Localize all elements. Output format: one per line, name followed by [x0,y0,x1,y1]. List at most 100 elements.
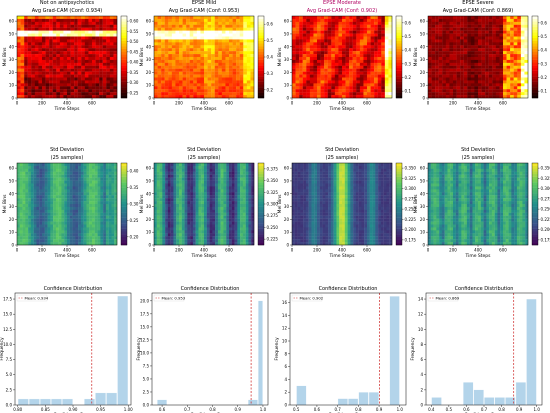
heatmap-cell [184,195,188,199]
heatmap-cell [106,45,111,49]
heatmap-cell [374,30,378,34]
heatmap-cell [370,86,375,90]
heatmap-cell [324,80,328,84]
heatmap-cell [99,59,103,64]
heatmap-cell [356,21,361,25]
heatmap-cell [49,80,53,84]
heatmap-cell [520,36,525,40]
heatmap-cell [103,183,107,187]
heatmap-cell [377,27,382,31]
heatmap-cell [467,62,472,66]
heatmap-cell [377,30,382,34]
heatmap-cell [81,65,86,69]
heatmap-cell [193,62,198,66]
heatmap-cell [193,86,198,90]
heatmap-cell [524,39,529,43]
heatmap-cell [74,45,78,49]
heatmap-cell [352,71,357,75]
heatmap-cell [349,57,353,61]
heatmap-cell [102,21,107,25]
heatmap-cell [431,54,436,58]
heatmap-cell [463,48,468,52]
heatmap-cell [80,183,84,187]
heatmap-cell [106,39,111,43]
heatmap-cell [232,18,237,23]
colorbar-cell [121,234,127,237]
heatmap-cell [334,74,339,78]
heatmap-cell [226,195,230,199]
heatmap-cell [445,42,450,46]
heatmap-cell [367,18,371,23]
y-tick-label: 20 [9,217,15,222]
colorbar-cell [258,37,264,41]
heatmap-cell [31,92,36,96]
heatmap-cell [28,174,32,178]
heatmap-cell [243,65,248,69]
heatmap-cell [215,201,219,205]
heatmap-cell [449,59,454,64]
heatmap-cell [236,57,240,61]
heatmap-cell [374,86,378,90]
heatmap-cell [299,71,303,75]
heatmap-cell [384,71,389,75]
heatmap-cell [75,209,79,213]
heatmap-cell [109,92,114,96]
heatmap-cell [374,24,378,28]
heatmap-cell [84,24,89,28]
heatmap-cell [182,33,187,37]
heatmap-cell [388,36,393,40]
colorbar-cell [396,65,402,69]
heatmap-cell [84,71,89,75]
heatmap-cell [250,24,255,28]
heatmap-cell [520,80,525,84]
heatmap-cell [204,163,207,167]
heatmap-cell [510,59,514,64]
heatmap-cell [239,45,244,49]
heatmap-cell [237,171,241,175]
heatmap-cell [30,221,34,225]
heatmap-cell [221,95,226,99]
heatmap-cell [317,68,321,72]
heatmap-cell [510,21,514,25]
heatmap-cell [17,71,21,75]
heatmap-cell [36,177,40,181]
heatmap-cell [58,198,62,202]
colorbar-cell [258,81,264,85]
heatmap-cell [42,33,46,37]
heatmap-cell [61,206,65,211]
heatmap-cell [106,48,111,52]
heatmap-cell [69,165,73,170]
heatmap-cell [36,236,40,240]
heatmap-cell [67,51,71,55]
heatmap-cell [209,177,213,181]
heatmap-cell [234,168,238,172]
heatmap-cell [56,48,61,52]
heatmap-cell [52,59,57,64]
heatmap-cell [506,92,511,96]
heatmap-cell [105,177,109,181]
heatmap-cell [50,192,54,196]
heatmap-cell [242,174,246,178]
heatmap-cell [47,206,51,211]
heatmap-cell [27,45,32,49]
heatmap-cell [363,30,368,34]
heatmap-cell [106,27,111,31]
heatmap-cell [182,42,187,46]
heatmap-cell [38,74,43,78]
heatmap-cell [363,48,368,52]
heatmap-cell [22,204,26,208]
heatmap-cell [204,68,208,72]
heatmap-cell [27,77,32,81]
heatmap-cell [229,45,233,49]
heatmap-cell [488,42,493,46]
heatmap-cell [184,165,188,170]
heatmap-cell [63,36,68,40]
heatmap-cell [53,218,57,222]
colorbar-cell [532,95,538,99]
y-tick-label: 50 [9,178,15,183]
heatmap-cell [250,62,255,66]
heatmap-cell [77,48,82,52]
heatmap-cell [236,80,240,84]
heatmap-cell [317,59,321,64]
heatmap-cell [17,65,21,69]
